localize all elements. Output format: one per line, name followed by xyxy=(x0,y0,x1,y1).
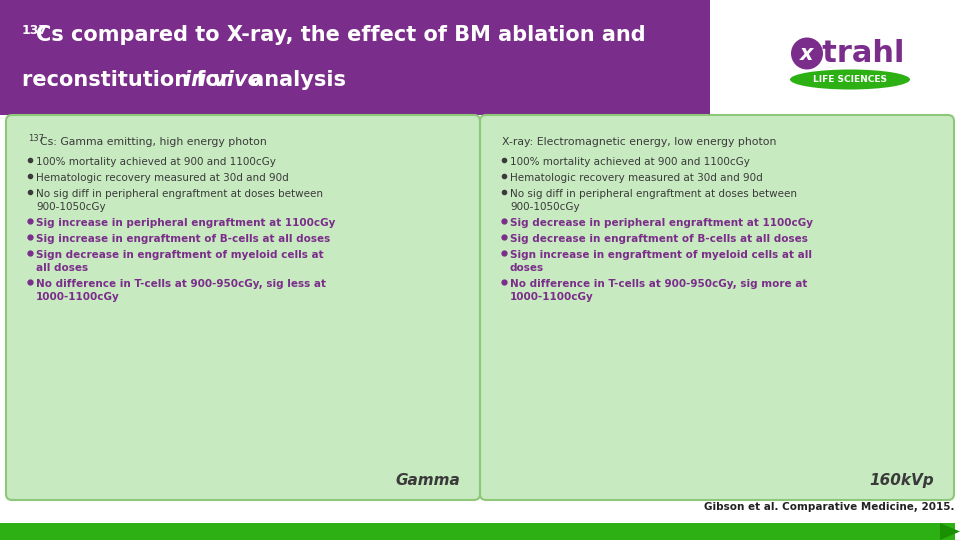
Text: 100% mortality achieved at 900 and 1100cGy: 100% mortality achieved at 900 and 1100c… xyxy=(36,157,276,167)
Polygon shape xyxy=(670,0,710,115)
FancyBboxPatch shape xyxy=(480,115,954,500)
Text: Sig increase in engraftment of B-cells at all doses: Sig increase in engraftment of B-cells a… xyxy=(36,234,330,244)
Text: No sig diff in peripheral engraftment at doses between: No sig diff in peripheral engraftment at… xyxy=(510,189,797,199)
Text: 100% mortality achieved at 900 and 1100cGy: 100% mortality achieved at 900 and 1100c… xyxy=(510,157,750,167)
Ellipse shape xyxy=(790,70,910,90)
Text: reconstitution for: reconstitution for xyxy=(22,70,237,90)
Text: 137: 137 xyxy=(22,24,48,37)
Text: LIFE SCIENCES: LIFE SCIENCES xyxy=(813,75,887,84)
FancyBboxPatch shape xyxy=(6,115,480,500)
Text: No sig diff in peripheral engraftment at doses between: No sig diff in peripheral engraftment at… xyxy=(36,189,323,199)
Text: 137: 137 xyxy=(28,134,44,143)
FancyBboxPatch shape xyxy=(0,523,955,540)
Text: X-ray: Electromagnetic energy, low energy photon: X-ray: Electromagnetic energy, low energ… xyxy=(502,137,777,147)
Text: 900-1050cGy: 900-1050cGy xyxy=(36,202,106,212)
Text: analysis: analysis xyxy=(243,70,346,90)
Text: Sig decrease in peripheral engraftment at 1100cGy: Sig decrease in peripheral engraftment a… xyxy=(510,218,813,228)
Polygon shape xyxy=(940,523,960,540)
Text: 1000-1100cGy: 1000-1100cGy xyxy=(510,292,593,302)
Text: Sign increase in engraftment of myeloid cells at all: Sign increase in engraftment of myeloid … xyxy=(510,250,812,260)
FancyBboxPatch shape xyxy=(710,0,960,115)
Text: 160kVp: 160kVp xyxy=(870,473,934,488)
Text: strahl: strahl xyxy=(804,39,905,68)
Text: Sig increase in peripheral engraftment at 1100cGy: Sig increase in peripheral engraftment a… xyxy=(36,218,335,228)
Text: 1000-1100cGy: 1000-1100cGy xyxy=(36,292,120,302)
Text: x: x xyxy=(801,44,814,64)
Text: Gibson et al. Comparative Medicine, 2015.: Gibson et al. Comparative Medicine, 2015… xyxy=(705,502,955,512)
Text: 900-1050cGy: 900-1050cGy xyxy=(510,202,580,212)
Circle shape xyxy=(791,37,823,70)
Text: No difference in T-cells at 900-950cGy, sig less at: No difference in T-cells at 900-950cGy, … xyxy=(36,279,326,289)
Text: Hematologic recovery measured at 30d and 90d: Hematologic recovery measured at 30d and… xyxy=(510,173,763,183)
Text: Sig decrease in engraftment of B-cells at all doses: Sig decrease in engraftment of B-cells a… xyxy=(510,234,808,244)
Text: Sign decrease in engraftment of myeloid cells at: Sign decrease in engraftment of myeloid … xyxy=(36,250,324,260)
Text: No difference in T-cells at 900-950cGy, sig more at: No difference in T-cells at 900-950cGy, … xyxy=(510,279,807,289)
Text: Cs compared to X-ray, the effect of BM ablation and: Cs compared to X-ray, the effect of BM a… xyxy=(36,25,646,45)
FancyBboxPatch shape xyxy=(0,0,960,115)
Text: Gamma: Gamma xyxy=(396,473,460,488)
Text: doses: doses xyxy=(510,263,544,273)
Text: in vivo: in vivo xyxy=(183,70,261,90)
Text: all doses: all doses xyxy=(36,263,88,273)
Text: Hematologic recovery measured at 30d and 90d: Hematologic recovery measured at 30d and… xyxy=(36,173,289,183)
Text: Cs: Gamma emitting, high energy photon: Cs: Gamma emitting, high energy photon xyxy=(40,137,267,147)
